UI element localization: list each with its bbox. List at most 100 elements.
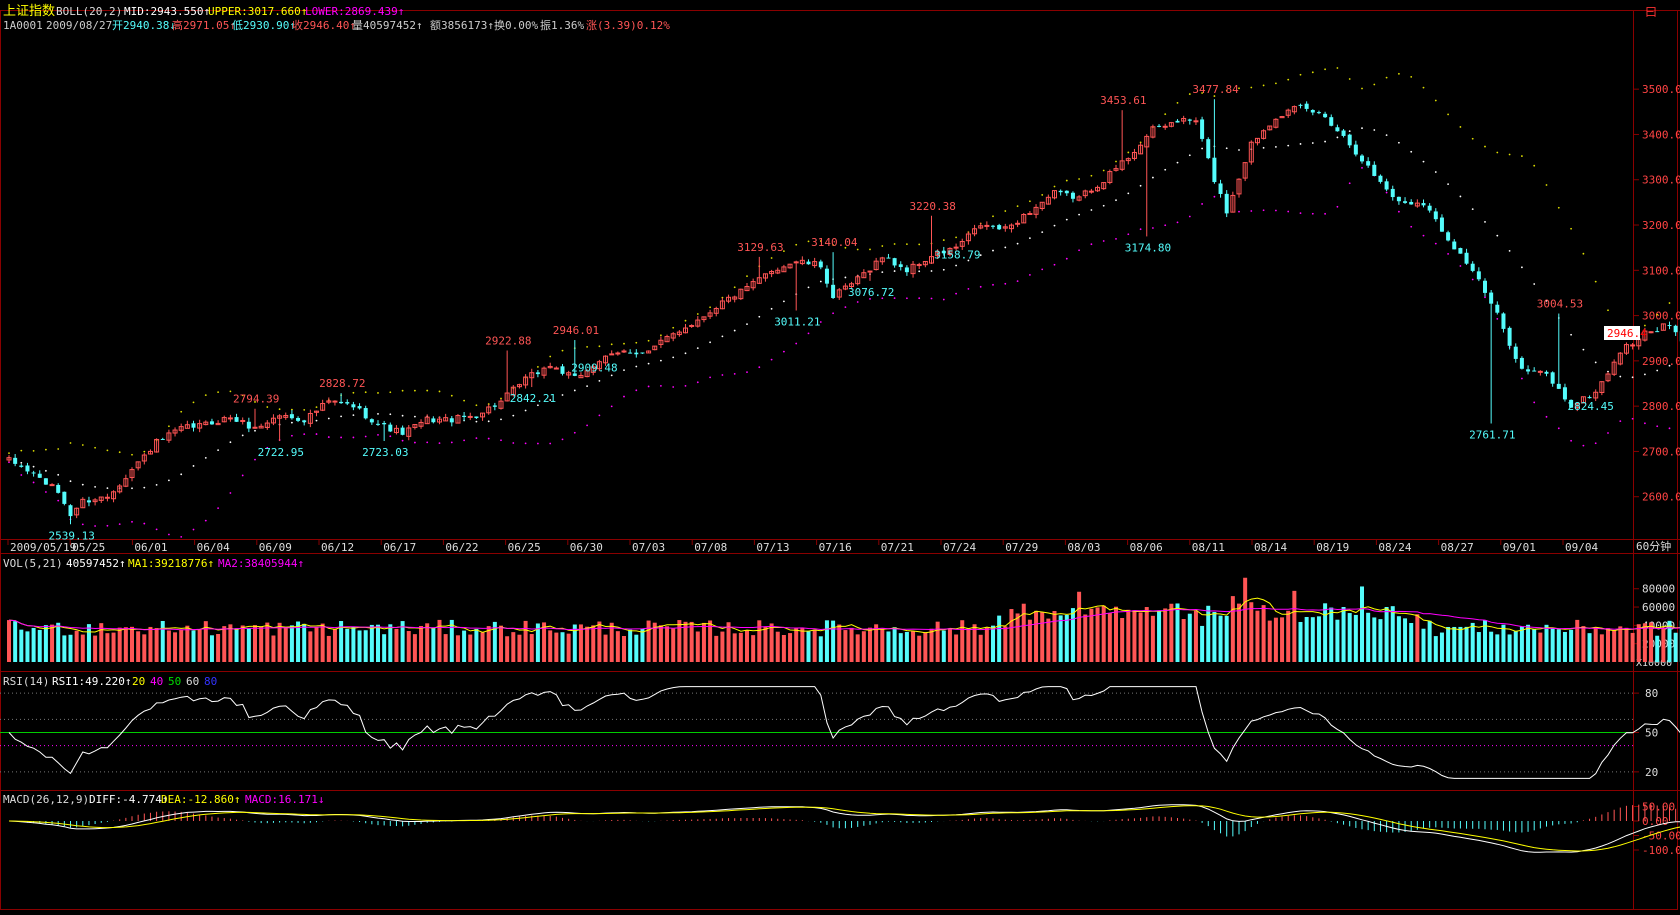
candle-body-down bbox=[1557, 384, 1561, 389]
boll-lower-dot bbox=[156, 528, 158, 530]
candle-body-down bbox=[364, 408, 368, 418]
boll-upper-dot bbox=[918, 244, 920, 246]
volume-bar bbox=[1415, 614, 1419, 662]
volume-bar bbox=[628, 630, 632, 662]
volume-bar bbox=[733, 633, 737, 662]
candle-body-up bbox=[1163, 126, 1167, 127]
boll-upper-dot bbox=[1017, 205, 1019, 207]
volume-bar bbox=[32, 628, 36, 662]
date-tick-label: 07/29 bbox=[1005, 541, 1038, 554]
boll-lower-dot bbox=[1054, 264, 1056, 266]
volume-bar bbox=[862, 631, 866, 662]
volume-bar bbox=[1575, 620, 1579, 662]
volume-bar bbox=[585, 627, 589, 662]
boll-lower-dot bbox=[1435, 243, 1437, 245]
boll-lower-dot bbox=[1460, 265, 1462, 267]
volume-bar bbox=[1028, 620, 1032, 662]
volume-bar bbox=[985, 628, 989, 662]
candle-body-up bbox=[253, 427, 257, 428]
candle-body-up bbox=[1089, 191, 1093, 192]
volume-bar bbox=[923, 632, 927, 662]
candle-body-up bbox=[1538, 371, 1542, 372]
boll-mid-dot bbox=[783, 300, 785, 302]
volume-bar bbox=[874, 624, 878, 662]
volume-bar bbox=[1188, 614, 1192, 662]
volume-bar bbox=[1262, 605, 1266, 662]
boll-lower-dot bbox=[1177, 221, 1179, 223]
boll-lower-dot bbox=[365, 436, 367, 438]
boll-mid-dot bbox=[94, 486, 96, 488]
candle-body-down bbox=[1495, 305, 1499, 313]
boll-upper-dot bbox=[1324, 68, 1326, 70]
volume-bar bbox=[1569, 630, 1573, 662]
candlestick-series[interactable] bbox=[7, 99, 1680, 524]
boll-upper-dot bbox=[1472, 138, 1474, 140]
boll-lower-dot bbox=[1410, 226, 1412, 228]
boll-mid-dot bbox=[931, 270, 933, 272]
boll-lower-dot bbox=[1263, 209, 1265, 211]
boll-upper-dot bbox=[1386, 77, 1388, 79]
boll-lower-dot bbox=[242, 475, 244, 477]
volume-bar bbox=[118, 628, 122, 662]
boll-mid-dot bbox=[574, 390, 576, 392]
boll-lower-dot bbox=[389, 435, 391, 437]
boll-mid-dot bbox=[1029, 237, 1031, 239]
volume-bar bbox=[1009, 609, 1013, 662]
volume-bar bbox=[671, 629, 675, 662]
rsi-header: RSI(14) RSI1:49.220↑ 20 40 50 60 80 bbox=[3, 675, 217, 688]
candle-body-down bbox=[1446, 232, 1450, 240]
volume-bar bbox=[911, 631, 915, 662]
volume-bar bbox=[1083, 614, 1087, 662]
volume-bar bbox=[44, 625, 48, 662]
header-row-1: 上证指数 BOLL(20,2) MID:2943.550↑ UPPER:3017… bbox=[3, 4, 404, 19]
candle-body-down bbox=[561, 366, 565, 374]
volume-bar bbox=[13, 621, 17, 662]
boll-upper-dot bbox=[365, 391, 367, 393]
candle-body-down bbox=[1342, 131, 1346, 136]
boll-lower-dot bbox=[217, 507, 219, 509]
boll-lower-dot bbox=[1127, 233, 1129, 235]
boll-mid-dot bbox=[1644, 374, 1646, 376]
boll-lower-dot bbox=[205, 520, 207, 522]
volume-bar bbox=[530, 634, 534, 662]
boll-mid-dot bbox=[1140, 185, 1142, 187]
candle-body-down bbox=[1440, 218, 1444, 232]
boll-mid-dot bbox=[1447, 183, 1449, 185]
boll-upper-dot bbox=[353, 392, 355, 394]
volume-bar bbox=[1108, 613, 1112, 662]
volume-bar bbox=[1305, 617, 1309, 662]
vol-unit: X10000 bbox=[1636, 658, 1672, 669]
period-corner-label[interactable]: 曰 bbox=[1645, 5, 1657, 19]
volume-bar bbox=[1348, 613, 1352, 662]
boll-mid-band bbox=[8, 127, 1680, 489]
volume-bars[interactable] bbox=[7, 578, 1680, 662]
boll-lower-dot bbox=[599, 414, 601, 416]
volume-bar bbox=[505, 636, 509, 662]
boll-mid-dot bbox=[525, 410, 527, 412]
boll-lower-dot bbox=[635, 389, 637, 391]
boll-upper-dot bbox=[685, 320, 687, 322]
volume-bar bbox=[112, 633, 116, 662]
boll-lower-dot bbox=[1140, 228, 1142, 230]
volume-bar bbox=[966, 629, 970, 662]
vol-label: VOL(5,21) bbox=[3, 557, 63, 570]
volume-bar bbox=[677, 620, 681, 662]
candle-body-down bbox=[462, 416, 466, 417]
boll-mid-dot bbox=[1263, 147, 1265, 149]
volume-bar bbox=[1354, 615, 1358, 662]
volume-bar bbox=[130, 627, 134, 662]
period-label[interactable]: 60分钟 bbox=[1636, 539, 1671, 553]
volume-bar bbox=[179, 630, 183, 662]
boll-label: BOLL(20,2) bbox=[56, 5, 122, 18]
boll-lower-dot bbox=[1644, 422, 1646, 424]
volume-bar bbox=[794, 628, 798, 662]
candle-body-down bbox=[1514, 347, 1518, 359]
boll-lower-dot bbox=[746, 371, 748, 373]
boll-lower-dot bbox=[1312, 213, 1314, 215]
boll-upper-dot bbox=[1029, 200, 1031, 202]
candle-body-down bbox=[1508, 328, 1512, 346]
boll-lower-dot bbox=[1398, 211, 1400, 213]
close-price: 收2946.40↑ bbox=[292, 18, 356, 32]
date-tick-label: 08/19 bbox=[1316, 541, 1349, 554]
